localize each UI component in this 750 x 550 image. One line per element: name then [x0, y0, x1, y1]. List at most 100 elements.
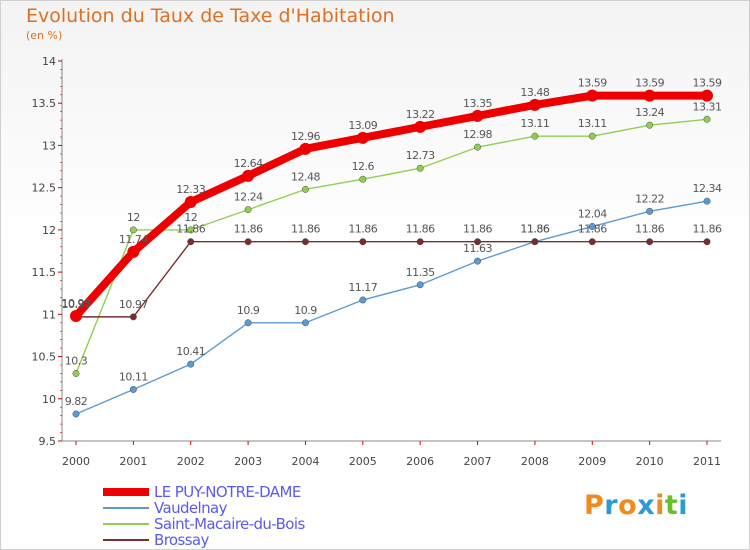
data-point — [244, 319, 252, 327]
data-label: 13.35 — [463, 97, 492, 110]
data-label: 11.17 — [348, 281, 377, 294]
data-label: 12.98 — [463, 128, 492, 141]
data-point — [129, 386, 137, 393]
data-label: 12 — [127, 211, 140, 224]
logo-letter: o — [618, 490, 638, 521]
data-point — [471, 109, 484, 122]
data-label: 9.82 — [65, 395, 88, 408]
x-tick-label: 2005 — [349, 455, 377, 468]
data-point — [302, 238, 309, 246]
data-label: 12.24 — [234, 191, 263, 204]
x-tick-label: 2009 — [578, 455, 606, 468]
data-label: 13.59 — [635, 77, 664, 90]
data-point — [299, 142, 312, 155]
data-point — [531, 132, 539, 140]
data-label: 10.11 — [119, 370, 148, 383]
data-label: 13.24 — [635, 106, 664, 119]
data-point — [588, 238, 596, 246]
data-point — [127, 245, 140, 258]
data-label: 13.59 — [693, 77, 722, 90]
data-point — [129, 313, 137, 321]
data-point — [646, 121, 654, 129]
data-label: 11.86 — [520, 223, 549, 236]
data-point — [359, 296, 367, 304]
data-label: 11.86 — [348, 223, 377, 236]
data-label: 12.22 — [635, 192, 664, 205]
data-label: 11.86 — [406, 223, 435, 236]
x-tick-label: 2006 — [406, 455, 434, 468]
legend-swatch — [103, 539, 149, 541]
x-tick-label: 2004 — [291, 455, 319, 468]
data-point — [302, 185, 309, 193]
data-label: 10.41 — [176, 345, 205, 358]
data-point — [531, 238, 539, 246]
y-tick-label: 10 — [42, 393, 56, 406]
data-label: 13.11 — [578, 117, 607, 130]
y-tick-label: 12 — [42, 224, 56, 237]
data-label: 12.96 — [291, 130, 320, 143]
data-point — [643, 89, 656, 102]
data-point — [244, 238, 252, 246]
x-tick-label: 2001 — [119, 455, 147, 468]
data-label: 12.64 — [234, 157, 263, 170]
data-label: 12.6 — [352, 160, 375, 173]
data-label: 11.35 — [406, 266, 435, 279]
data-label: 12.73 — [406, 149, 435, 162]
data-point — [703, 197, 711, 205]
data-label: 13.09 — [348, 119, 377, 132]
data-point — [588, 132, 596, 140]
data-label: 11.86 — [693, 223, 722, 236]
data-point — [528, 98, 541, 111]
data-point — [184, 196, 197, 209]
data-label: 12.33 — [176, 183, 205, 196]
legend-label: LE PUY-NOTRE-DAME — [154, 483, 301, 501]
legend-swatch — [103, 523, 149, 525]
data-point — [70, 310, 82, 323]
data-label: 12.04 — [578, 208, 607, 221]
data-point — [359, 175, 367, 183]
data-label: 11.86 — [291, 223, 320, 236]
data-point — [586, 89, 599, 102]
y-tick-label: 13 — [42, 139, 56, 152]
proxiti-logo: Proxiti — [584, 490, 688, 521]
data-point — [244, 206, 252, 214]
data-point — [242, 169, 255, 182]
data-label: 13.48 — [520, 86, 549, 99]
y-tick-label: 14 — [42, 55, 56, 68]
data-point — [474, 143, 481, 151]
logo-letter: P — [584, 490, 605, 521]
data-point — [703, 238, 711, 246]
data-point — [414, 120, 427, 133]
x-tick-label: 2010 — [636, 455, 664, 468]
x-tick-label: 2002 — [177, 455, 205, 468]
logo-letter: i — [655, 490, 665, 521]
data-label: 12.34 — [693, 182, 722, 195]
data-point — [474, 238, 481, 246]
data-point — [646, 207, 654, 215]
data-label: 10.9 — [237, 304, 260, 317]
chart-title: Evolution du Taux de Taxe d'Habitation — [26, 5, 395, 27]
data-label: 11.86 — [176, 223, 205, 236]
series-line — [75, 200, 708, 415]
y-tick-label: 13.5 — [32, 97, 57, 110]
data-label: 11.86 — [463, 223, 492, 236]
data-point — [701, 89, 713, 102]
series-line — [75, 118, 708, 375]
y-tick-label: 12.5 — [32, 182, 57, 195]
data-point — [646, 238, 654, 246]
data-label: 10.9 — [294, 304, 317, 317]
chart-unit: (en %) — [26, 29, 63, 42]
data-point — [356, 131, 369, 144]
data-point — [416, 238, 424, 246]
data-point — [187, 360, 195, 368]
data-label: 10.97 — [119, 298, 148, 311]
data-label: 11.86 — [635, 223, 664, 236]
x-tick-label: 2003 — [234, 455, 262, 468]
data-point — [703, 115, 711, 123]
data-point — [187, 238, 195, 246]
legend-label: Vaudelnay — [154, 499, 227, 517]
x-tick-label: 2008 — [521, 455, 549, 468]
data-label: 13.59 — [578, 77, 607, 90]
legend-swatch — [103, 488, 149, 496]
